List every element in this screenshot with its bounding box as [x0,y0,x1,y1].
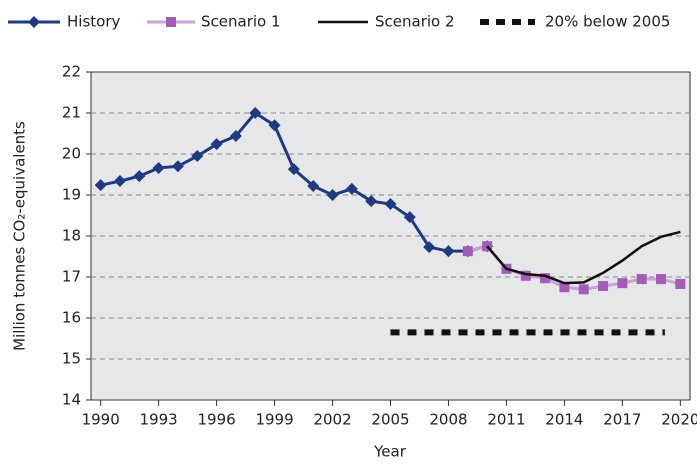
x-tick-label: 2014 [545,411,583,429]
marker [345,182,358,195]
y-tick-label: 21 [62,104,81,122]
marker [326,189,339,201]
x-tick-label: 2002 [313,411,351,429]
marker [113,175,126,188]
y-tick-label: 20 [62,145,81,163]
y-axis-label: Million tonnes CO₂-equivalents [11,121,29,351]
marker [559,282,570,293]
marker [540,273,551,284]
x-tick-label: 1996 [198,411,236,429]
y-tick-label: 17 [62,268,81,286]
y-tick-label: 16 [62,309,81,327]
y-tick-label: 19 [62,186,81,204]
legend-label: Scenario 2 [375,13,455,31]
marker [94,179,107,192]
marker [28,16,40,28]
marker [171,160,184,173]
legend-label: History [67,13,120,31]
series-line [486,230,681,285]
x-tick-label: 2020 [661,411,697,429]
marker [133,170,146,183]
marker [152,161,165,174]
marker [675,278,686,289]
marker [210,138,223,151]
marker [578,284,589,295]
marker [249,107,262,119]
y-tick-label: 22 [62,63,81,81]
legend-label: Scenario 1 [201,13,281,31]
x-axis-label: Year [373,443,407,461]
marker [229,129,242,142]
marker [403,211,416,224]
y-tick-label: 14 [62,391,81,409]
marker [307,179,320,192]
x-tick-label: 1993 [140,411,178,429]
marker [520,270,531,281]
marker [166,17,176,27]
y-tick-label: 15 [62,350,81,368]
marker [384,198,397,211]
marker [191,150,204,163]
x-tick-label: 2005 [371,411,409,429]
marker [636,274,647,285]
legend-label: 20% below 2005 [545,13,670,31]
marker [268,119,281,132]
x-tick-label: 2011 [487,411,525,429]
marker [287,163,300,176]
x-tick-label: 2017 [603,411,641,429]
marker [617,278,628,289]
marker [365,195,378,208]
marker [442,245,455,258]
x-tick-label: 1990 [82,411,120,429]
marker [423,241,436,254]
y-tick-label: 18 [62,227,81,245]
marker [598,281,609,292]
x-tick-label: 2008 [429,411,467,429]
marker [656,274,667,285]
marker [462,246,473,257]
x-tick-label: 1999 [255,411,293,429]
